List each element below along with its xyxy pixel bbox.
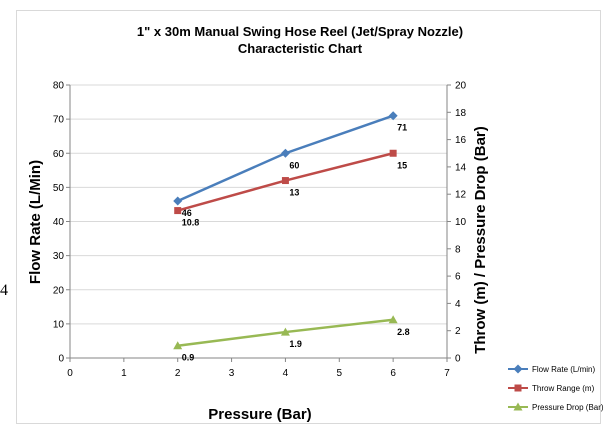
y-tick-label: 60 xyxy=(53,149,65,160)
y2-axis-label: Throw (m) / Pressure Drop (Bar) xyxy=(472,126,489,354)
data-label: 60 xyxy=(289,160,299,170)
data-point xyxy=(173,196,183,206)
y2-tick-label: 8 xyxy=(455,244,461,255)
data-label: 46 xyxy=(182,208,192,218)
y2-tick-label: 14 xyxy=(455,162,467,173)
x-tick-label: 7 xyxy=(444,368,450,379)
y2-tick-label: 10 xyxy=(455,217,467,228)
y2-tick-label: 18 xyxy=(455,108,467,119)
data-point xyxy=(389,149,397,157)
data-point xyxy=(388,315,398,324)
chart-title: 1" x 30m Manual Swing Hose Reel (Jet/Spr… xyxy=(137,24,463,39)
y2-tick-label: 2 xyxy=(455,326,461,337)
y-tick-label: 10 xyxy=(53,319,65,330)
y2-tick-label: 12 xyxy=(455,190,467,201)
data-point xyxy=(174,207,182,215)
legend-marker xyxy=(513,402,523,411)
x-tick-label: 5 xyxy=(337,368,343,379)
y-tick-label: 50 xyxy=(53,183,65,194)
y2-tick-label: 20 xyxy=(455,81,467,92)
data-label: 71 xyxy=(397,123,407,133)
x-tick-label: 0 xyxy=(67,368,73,379)
y-tick-label: 20 xyxy=(53,285,65,296)
y2-tick-label: 0 xyxy=(455,354,461,365)
data-label: 13 xyxy=(289,188,299,198)
x-tick-label: 3 xyxy=(229,368,235,379)
y-tick-label: 30 xyxy=(53,251,65,262)
grid xyxy=(70,84,447,359)
data-label: 15 xyxy=(397,160,407,170)
legend-label: Pressure Drop (Bar) xyxy=(532,403,604,412)
series-line xyxy=(177,114,394,203)
data-label: 0.9 xyxy=(182,353,195,363)
data-point xyxy=(280,327,290,336)
y-tick-label: 40 xyxy=(53,217,65,228)
data-point xyxy=(280,148,290,158)
data-label: 10.8 xyxy=(182,218,200,228)
data-point xyxy=(388,111,398,121)
legend-marker xyxy=(513,364,523,374)
x-tick-label: 6 xyxy=(390,368,396,379)
y-axis-label: Flow Rate (L/Min) xyxy=(27,160,44,284)
y2-tick-label: 16 xyxy=(455,135,467,146)
y-tick-label: 80 xyxy=(53,81,65,92)
y-tick-label: 70 xyxy=(53,115,65,126)
legend-label: Flow Rate (L/min) xyxy=(532,365,595,374)
data-point xyxy=(281,177,289,185)
data-label: 2.8 xyxy=(397,327,410,337)
y2-tick-label: 6 xyxy=(455,272,461,283)
x-axis-label: Pressure (Bar) xyxy=(208,406,311,423)
data-label: 1.9 xyxy=(289,339,302,349)
legend-label: Throw Range (m) xyxy=(532,384,595,393)
x-tick-label: 1 xyxy=(121,368,127,379)
series: 46 60 71 10.8 13 15 0.9 1.9 2.8 xyxy=(173,111,410,363)
x-tick-label: 4 xyxy=(283,368,289,379)
legend-marker xyxy=(514,384,522,392)
chart-frame xyxy=(16,10,601,424)
chart-subtitle: Characteristic Chart xyxy=(238,41,363,56)
stray-text: 4 xyxy=(0,282,8,299)
data-point xyxy=(173,341,183,350)
legend: Flow Rate (L/min) Throw Range (m) Pressure… xyxy=(508,364,604,412)
y-tick-label: 0 xyxy=(58,354,64,365)
x-tick-label: 2 xyxy=(175,368,181,379)
y2-tick-label: 4 xyxy=(455,299,461,310)
